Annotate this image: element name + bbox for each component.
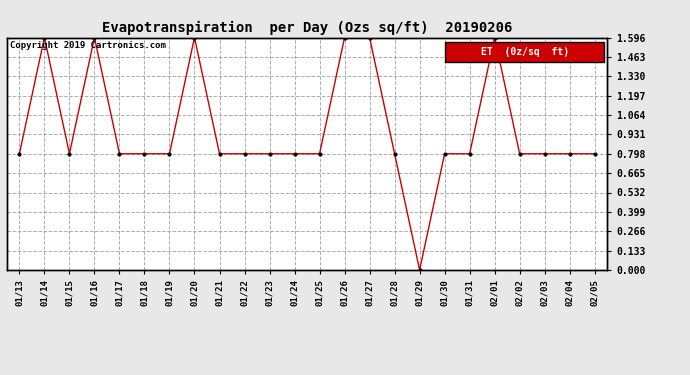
FancyBboxPatch shape xyxy=(445,42,604,62)
Text: Copyright 2019 Cartronics.com: Copyright 2019 Cartronics.com xyxy=(10,41,166,50)
Text: ET  (0z/sq  ft): ET (0z/sq ft) xyxy=(481,47,569,57)
Title: Evapotranspiration  per Day (Ozs sq/ft)  20190206: Evapotranspiration per Day (Ozs sq/ft) 2… xyxy=(102,21,512,35)
